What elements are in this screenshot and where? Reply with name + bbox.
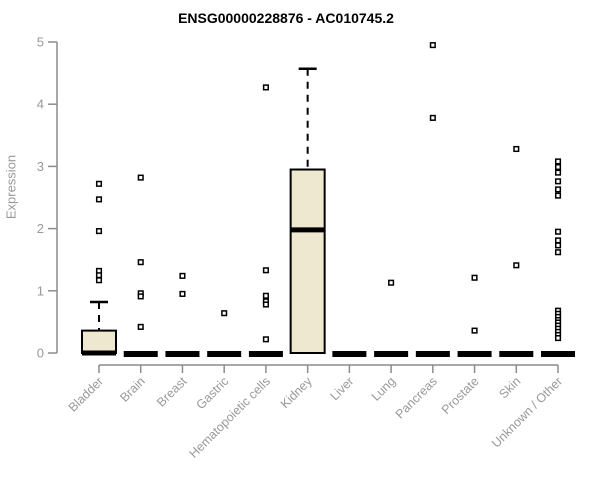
x-tick-label: Liver <box>327 374 356 403</box>
outlier-point <box>95 196 103 203</box>
x-tick-label: Prostate <box>439 374 482 417</box>
x-tick-label: Breast <box>154 374 190 410</box>
y-tick-label: 2 <box>37 221 44 236</box>
outlier-point <box>262 84 269 91</box>
outlier-point <box>221 310 228 317</box>
outlier-point <box>262 267 269 274</box>
outlier-point <box>137 323 144 330</box>
outlier-point <box>554 335 562 342</box>
outlier-point <box>388 279 395 286</box>
x-tick-label: Kidney <box>278 374 315 411</box>
x-tick-label: Unknown / Other <box>489 374 565 450</box>
outlier-point <box>513 262 520 269</box>
x-tick-label: Lung <box>369 374 399 404</box>
x-tick-label: Skin <box>496 374 523 401</box>
outlier-point <box>179 290 186 297</box>
outlier-point <box>262 336 269 343</box>
outlier-point <box>554 249 562 256</box>
outlier-point <box>554 228 562 235</box>
outlier-point <box>95 228 103 235</box>
flat-box-gastric <box>207 351 242 357</box>
outlier-point <box>95 277 103 284</box>
flat-box-breast <box>165 351 200 357</box>
outlier-point <box>513 145 520 153</box>
box-kidney <box>289 168 326 354</box>
outlier-point <box>554 242 562 249</box>
flat-box-skin <box>499 351 534 357</box>
outlier-point <box>429 42 436 49</box>
outlier-point <box>554 158 562 165</box>
outlier-point <box>179 272 186 279</box>
outlier-point <box>137 293 144 300</box>
flat-box-liver <box>332 351 367 357</box>
chart-title: ENSG00000228876 - AC010745.2 <box>178 10 394 26</box>
outlier-point <box>137 259 144 266</box>
y-tick-label: 0 <box>37 346 44 361</box>
outlier-point <box>554 178 562 185</box>
outlier-point <box>554 186 562 193</box>
outlier-point <box>95 272 103 279</box>
x-tick-label: Pancreas <box>393 374 440 421</box>
x-tick-label: Brain <box>117 374 148 405</box>
flat-box-pancreas <box>415 351 450 357</box>
outlier-point <box>554 163 562 171</box>
flat-box-prostate <box>457 351 492 357</box>
outlier-point <box>554 237 562 244</box>
flat-box-brain <box>123 351 158 357</box>
outlier-point <box>471 327 478 334</box>
x-tick-label: Gastric <box>193 374 231 412</box>
outlier-point <box>95 180 103 187</box>
flat-box-hematopoietic-cells <box>248 351 283 357</box>
x-tick-label: Hematopoietic cells <box>186 374 273 461</box>
y-tick-label: 5 <box>37 35 44 50</box>
y-tick-label: 4 <box>37 97 44 112</box>
outlier-point <box>429 114 436 121</box>
flat-box-lung <box>374 351 409 357</box>
box-bladder <box>81 329 117 355</box>
y-tick-label: 3 <box>37 159 44 174</box>
outlier-point <box>262 292 269 299</box>
outlier-point <box>137 174 144 181</box>
outlier-point <box>554 192 562 199</box>
outlier-point <box>554 169 562 176</box>
y-tick-label: 1 <box>37 283 44 298</box>
x-tick-label: Bladder <box>66 374 106 414</box>
flat-box-unknown-other <box>541 351 576 357</box>
outlier-point <box>471 274 478 281</box>
outlier-point <box>262 301 269 308</box>
